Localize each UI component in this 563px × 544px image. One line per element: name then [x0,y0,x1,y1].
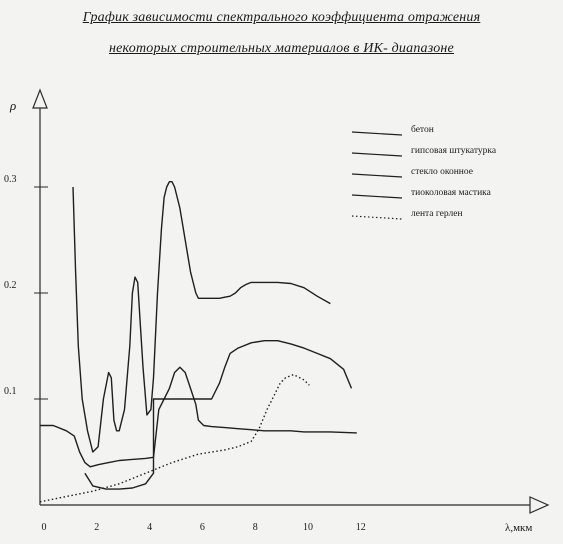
series-line [72,180,331,453]
series-lines [39,180,357,503]
y-axis-arrow [32,88,48,109]
x-tick-label: 6 [199,522,205,533]
legend-swatches [351,131,403,220]
legend-label: стекло оконное [411,167,473,177]
chart-subtitle: некоторых строительных материалов в ИК- … [109,41,454,56]
legend-label: гипсовая штукатурка [411,146,497,156]
x-tick-label: 2 [94,522,100,533]
series-line [39,373,310,503]
legend-label: бетон [411,125,434,135]
x-tick-label: 0 [41,522,47,533]
series-line [152,366,357,458]
legend-swatch [351,152,403,157]
x-tick-label: 8 [252,522,258,533]
y-axis-label: ρ [10,98,17,113]
series-line [40,424,154,468]
y-ticks [34,186,48,400]
x-tick-label: 4 [147,522,153,533]
chart-title: График зависимости спектрального коэффиц… [82,10,481,25]
legend-swatch [351,173,403,178]
series-line [84,340,353,490]
y-tick-label: 0.2 [4,280,17,291]
legend-swatch [351,194,403,199]
legend-label: тиоколовая мастика [411,188,491,198]
legend-label: лента герлен [411,209,463,219]
y-tick-label: 0.3 [4,174,17,185]
y-tick-label: 0.1 [4,386,17,397]
axes [32,88,550,514]
x-axis-arrow [529,496,550,514]
legend-swatch [351,215,403,220]
x-axis-label: λ,мкм [505,522,533,534]
legend-swatch [351,131,403,136]
x-tick-label: 12 [355,522,366,533]
x-tick-label: 10 [303,522,313,533]
